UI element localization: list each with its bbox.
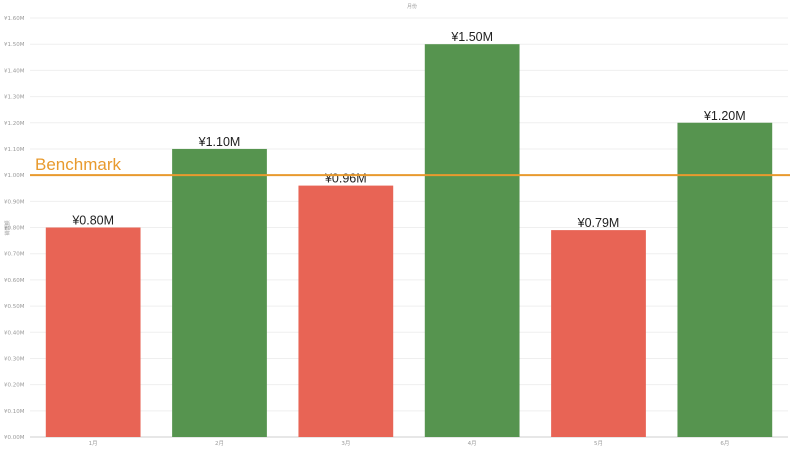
- y-tick-label: ¥1.20M: [4, 121, 25, 127]
- bar[interactable]: [424, 44, 520, 437]
- x-tick-label: 4月: [468, 440, 477, 447]
- data-label: ¥1.20M: [703, 109, 746, 123]
- y-tick-label: ¥0.30M: [4, 356, 25, 362]
- data-label: ¥0.96M: [324, 172, 367, 186]
- y-tick-label: ¥1.60M: [4, 16, 25, 22]
- x-tick-label: 1月: [89, 440, 98, 447]
- y-tick-label: ¥0.50M: [4, 304, 25, 310]
- bar[interactable]: [551, 230, 646, 437]
- chart-title: 月份: [407, 3, 417, 10]
- bars: [45, 44, 773, 438]
- y-tick-label: ¥0.10M: [4, 409, 25, 415]
- data-label: ¥1.50M: [450, 30, 493, 44]
- bar[interactable]: [298, 185, 394, 437]
- data-label: ¥0.80M: [71, 214, 114, 228]
- y-tick-label: ¥0.40M: [4, 330, 25, 336]
- y-tick-label: ¥0.00M: [4, 435, 25, 441]
- y-tick-label: ¥0.80M: [4, 226, 25, 232]
- y-tick-label: ¥0.20M: [4, 383, 25, 389]
- y-axis-title: 销售额: [4, 220, 11, 235]
- benchmark-label: Benchmark: [35, 155, 121, 174]
- y-tick-label: ¥1.40M: [4, 68, 25, 74]
- bar[interactable]: [677, 122, 773, 437]
- x-axis-ticks: 1月 2月 3月 4月 5月 6月: [89, 440, 730, 447]
- bar[interactable]: [45, 227, 141, 438]
- x-tick-label: 3月: [341, 440, 350, 447]
- x-tick-label: 2月: [215, 440, 224, 447]
- gridlines: [30, 17, 788, 438]
- bar[interactable]: [172, 148, 267, 437]
- y-tick-label: ¥1.30M: [4, 95, 25, 101]
- y-tick-label: ¥1.10M: [4, 147, 25, 153]
- y-tick-label: ¥1.00M: [4, 173, 25, 179]
- y-axis-ticks: ¥0.00M ¥0.10M ¥0.20M ¥0.30M ¥0.40M ¥0.50M ¥0.6…: [4, 16, 25, 441]
- data-label: ¥0.79M: [577, 216, 620, 230]
- y-tick-label: ¥0.70M: [4, 252, 25, 258]
- x-tick-label: 6月: [720, 440, 729, 447]
- y-tick-label: ¥0.60M: [4, 278, 25, 284]
- x-tick-label: 5月: [594, 440, 603, 447]
- y-tick-label: ¥0.90M: [4, 199, 25, 205]
- y-tick-label: ¥1.50M: [4, 42, 25, 48]
- data-label: ¥1.10M: [198, 135, 241, 149]
- benchmark-layer: Benchmark: [30, 155, 790, 177]
